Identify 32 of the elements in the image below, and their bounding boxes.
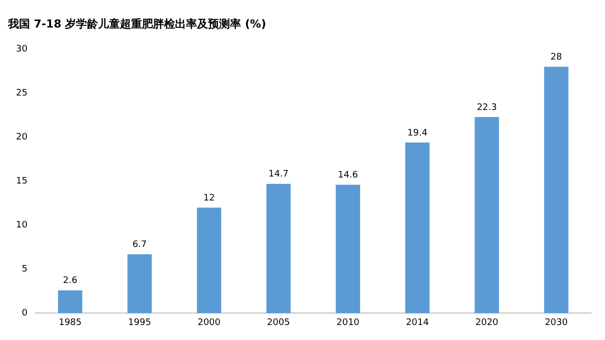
x-tick-label: 2020 [475,318,499,328]
x-tick-label: 2014 [406,318,430,328]
y-tick-label: 20 [16,132,28,143]
data-label: 14.6 [338,170,358,181]
y-tick-label: 5 [22,264,28,275]
bar [474,116,499,314]
y-tick-label: 30 [16,44,28,55]
bar [58,290,82,314]
x-tick-label: 2005 [267,318,290,328]
x-tick-label: 1995 [128,318,152,328]
data-label: 2.6 [63,276,78,286]
x-tick-label: 2000 [198,318,221,328]
bar [266,184,291,314]
y-tick-label: 15 [16,176,28,187]
x-tick-label: 1985 [58,318,82,328]
data-label: 28 [550,52,562,63]
y-tick-label: 25 [16,88,28,99]
x-tick-label: 2010 [336,318,360,328]
data-label: 22.3 [476,102,497,113]
y-tick-label: 0 [22,308,28,319]
bar [336,184,360,314]
data-label: 19.4 [407,128,428,138]
bar [196,208,222,314]
bar [544,66,568,314]
y-tick-label: 10 [16,220,28,231]
x-tick-label: 2030 [544,318,568,328]
bar [127,254,152,314]
data-label: 14.7 [268,170,289,180]
data-label: 6.7 [132,240,147,250]
data-label: 12 [203,193,215,204]
bar [405,142,430,314]
chart-title: 我国 7-18 岁学龄儿童超重肥胖检出率及预测率 (%) [7,17,266,30]
